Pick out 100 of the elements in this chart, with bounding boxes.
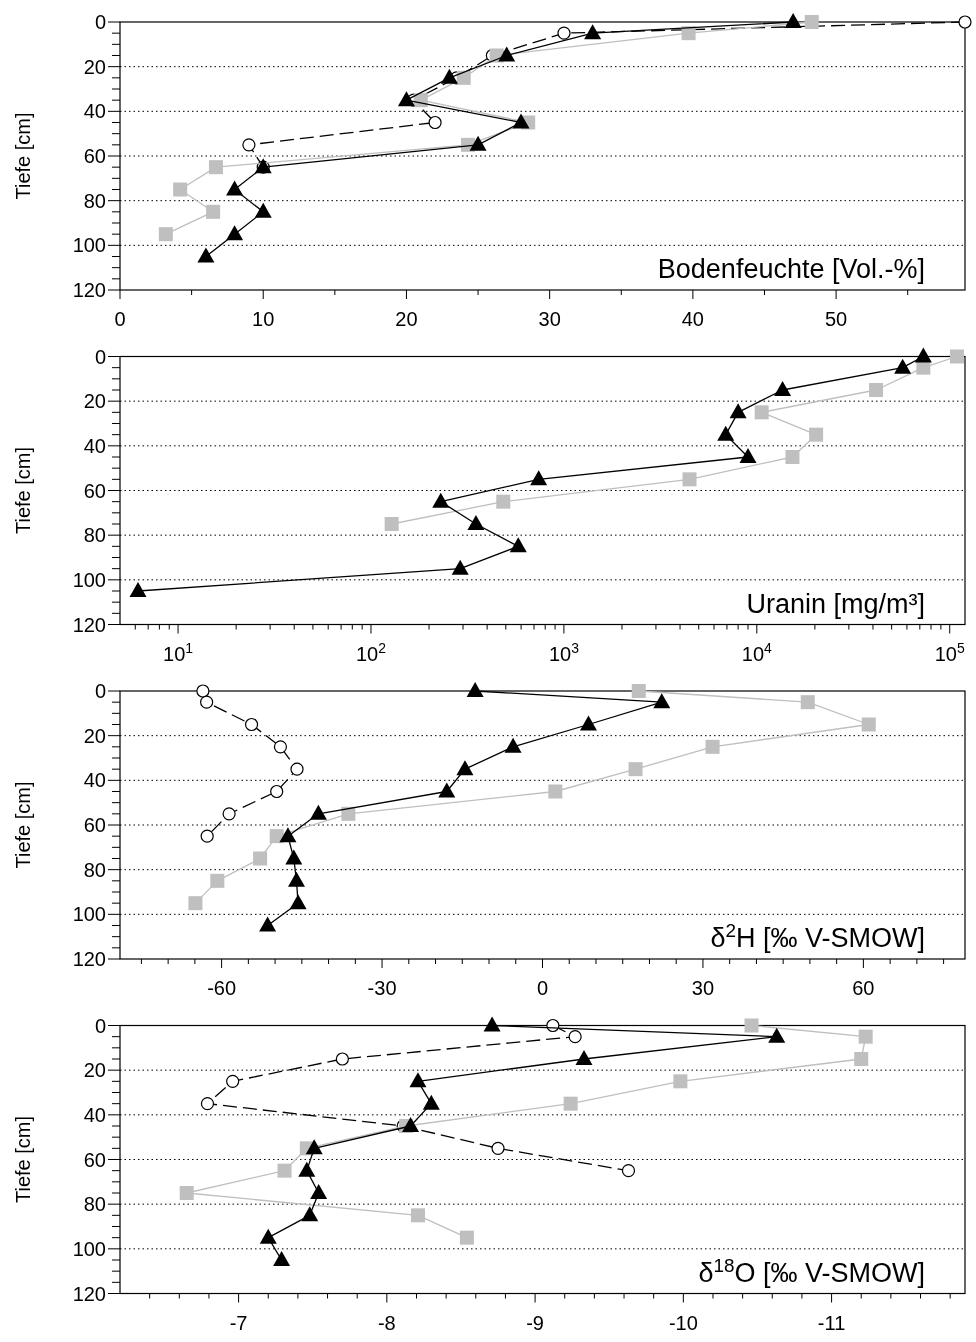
y-axis-title: Tiefe [cm] [12, 1115, 34, 1204]
point [804, 15, 819, 29]
x-tick-label: 10$^{4}$ [741, 639, 773, 665]
point [428, 115, 442, 130]
point [397, 91, 415, 107]
y-tick-label: 120 [72, 279, 106, 301]
y-tick-label: 60 [83, 145, 106, 167]
point [200, 829, 214, 843]
y-tick-label: 20 [83, 1059, 106, 1082]
point [200, 695, 214, 709]
point [290, 762, 304, 776]
x-tick-label: -7 [229, 1311, 248, 1334]
point [226, 180, 244, 196]
point [222, 807, 236, 821]
point [270, 784, 284, 799]
point [628, 762, 643, 777]
x-tick-label: 10 [252, 308, 275, 330]
point [854, 1052, 869, 1066]
y-tick-label: 60 [83, 1148, 106, 1171]
point [858, 1029, 873, 1044]
point [289, 894, 307, 910]
point [341, 806, 356, 821]
point [456, 760, 474, 776]
x-axis-title: Bodenfeuchte [Vol.-%] [657, 254, 925, 284]
point [653, 693, 671, 709]
y-tick-label: 120 [72, 948, 106, 970]
point [402, 1117, 420, 1132]
point [259, 916, 277, 932]
point [504, 737, 522, 753]
point [456, 70, 471, 85]
point [631, 684, 646, 698]
point [483, 1016, 501, 1032]
y-tick-label: 120 [72, 613, 106, 636]
y-tick-label: 0 [94, 680, 106, 702]
point [584, 24, 602, 40]
x-axis-title: δ$^{2}$H [‰ V-SMOW] [710, 919, 925, 953]
y-tick-label: 0 [94, 1014, 106, 1037]
x-tick-label: -30 [367, 977, 397, 999]
y-tick-label: 20 [83, 390, 106, 413]
point [469, 135, 487, 151]
point [197, 247, 215, 263]
point [206, 204, 221, 219]
x-tick-label: 0 [114, 308, 126, 330]
point [438, 782, 456, 798]
point [179, 1186, 194, 1200]
y-tick-label: 20 [83, 724, 106, 747]
point [301, 1206, 319, 1222]
x-tick-label: 30 [691, 977, 715, 999]
point [548, 784, 563, 799]
x-tick-label: 0 [536, 977, 549, 999]
point [800, 695, 815, 710]
y-tick-label: 80 [83, 1193, 106, 1216]
x-tick-label: -10 [668, 1311, 698, 1334]
y-tick-label: 100 [72, 568, 106, 591]
point [196, 684, 210, 698]
point [298, 1161, 316, 1177]
point [310, 1184, 328, 1199]
point [705, 739, 720, 754]
y-axis-title: Tiefe [cm] [12, 781, 34, 869]
point [466, 682, 484, 697]
point [958, 15, 972, 29]
point [253, 851, 268, 866]
x-axis-title: δ$^{18}$O [‰ V-SMOW] [698, 1254, 925, 1288]
point [305, 1139, 323, 1155]
x-tick-label: -11 [817, 1311, 846, 1334]
point [568, 1030, 582, 1044]
point [335, 1052, 349, 1066]
x-tick-label: 10$^{3}$ [548, 639, 580, 665]
point [409, 1072, 427, 1088]
x-tick-label: 60 [852, 977, 875, 999]
point [244, 717, 259, 732]
point [309, 804, 327, 820]
y-tick-label: 40 [83, 100, 106, 123]
point [277, 1163, 292, 1178]
x-tick-label: 20 [395, 308, 418, 330]
x-tick-label: -9 [526, 1311, 544, 1334]
y-tick-label: 40 [83, 434, 106, 457]
point [861, 717, 876, 732]
y-tick-label: 0 [94, 11, 106, 33]
point [158, 227, 173, 242]
y-tick-label: 60 [83, 814, 106, 836]
point [273, 1251, 291, 1266]
x-tick-label: 10$^{5}$ [934, 639, 965, 665]
point [491, 1141, 505, 1155]
y-tick-label: 100 [72, 234, 106, 257]
point [210, 873, 225, 888]
y-axis-title: Tiefe [cm] [12, 446, 34, 535]
point [254, 202, 272, 218]
y-tick-label: 40 [83, 769, 106, 792]
y-tick-label: 80 [83, 189, 106, 212]
point [681, 26, 696, 41]
y-tick-label: 40 [83, 1103, 106, 1126]
point [259, 1228, 277, 1244]
y-tick-label: 100 [72, 1237, 106, 1260]
point [512, 113, 530, 129]
point [575, 1050, 593, 1065]
point [410, 1208, 425, 1223]
y-axis-title: Tiefe [cm] [12, 112, 34, 200]
point [422, 1094, 440, 1110]
point [173, 182, 188, 197]
